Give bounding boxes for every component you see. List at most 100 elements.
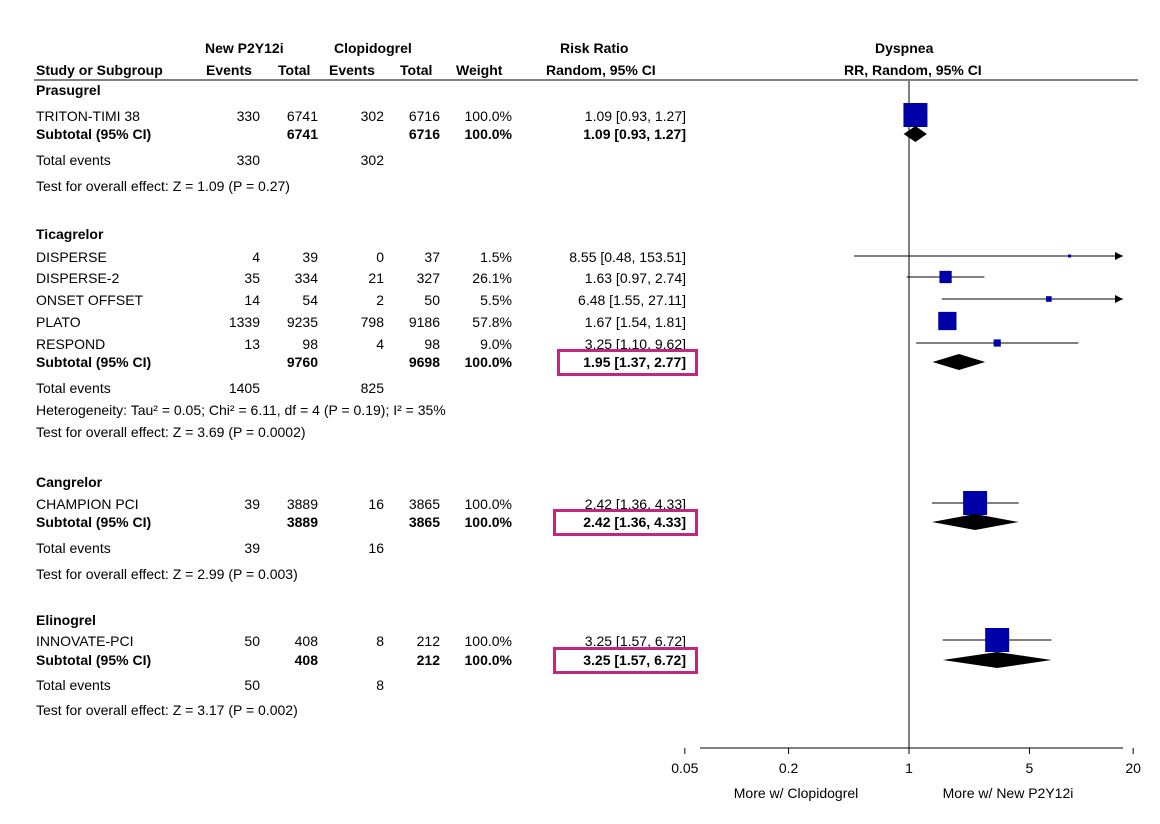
total-ctrl-events: 8 <box>376 677 384 693</box>
study-name: INNOVATE-PCI <box>36 633 134 649</box>
ctrl-events: 2 <box>376 292 384 308</box>
study-name: DISPERSE-2 <box>36 270 120 286</box>
subtotal-weight: 100.0% <box>464 514 512 530</box>
overall-effect-row: Test for overall effect: Z = 1.09 (P = 0… <box>0 176 700 196</box>
subtotal-label: Subtotal (95% CI) <box>36 126 152 142</box>
new-total-header: Total <box>278 62 311 78</box>
ctrl-total: 9186 <box>408 314 440 330</box>
ctrl-events: 21 <box>368 270 384 286</box>
new-group-header: New P2Y12i <box>205 40 284 56</box>
overall-effect-text: Test for overall effect: Z = 3.17 (P = 0… <box>36 702 298 718</box>
group-name: Cangrelor <box>36 474 103 490</box>
study-name: DISPERSE <box>36 249 107 265</box>
total-events-label: Total events <box>36 540 111 556</box>
ctrl-total: 327 <box>416 270 440 286</box>
risk-ratio-ci: 3.25 [1.57, 6.72] <box>584 633 686 649</box>
subtotal-label: Subtotal (95% CI) <box>36 514 152 530</box>
ci-arrow <box>1115 295 1123 303</box>
study-point <box>939 270 952 284</box>
subtotal-weight: 100.0% <box>464 126 512 142</box>
table-row: ONSET OFFSET 14 54 2 50 5.5% 6.48 [1.55, 27.11… <box>0 290 700 310</box>
x-tick-label: 20 <box>1125 760 1141 776</box>
subtotal-ci: 2.42 [1.36, 4.33] <box>583 514 686 530</box>
total-new-events: 39 <box>244 540 260 556</box>
subtotal-row: Subtotal (95% CI) 3889 3865 100.0% 2.42 [1.3… <box>0 512 700 532</box>
left-direction-label: More w/ Clopidogrel <box>734 785 859 801</box>
new-total: 9235 <box>286 314 318 330</box>
new-events: 35 <box>244 270 260 286</box>
plot-title: Dyspnea <box>875 40 934 56</box>
subtotal-label: Subtotal (95% CI) <box>36 354 152 370</box>
table-row: RESPOND 13 98 4 98 9.0% 3.25 [1.10, 9.62] <box>0 334 700 354</box>
subtotal-diamond <box>942 652 1052 668</box>
x-tick-label: 0.2 <box>779 760 799 776</box>
total-new-events: 330 <box>236 152 260 168</box>
new-events: 1339 <box>228 314 260 330</box>
subtotal-new-total: 9760 <box>286 354 318 370</box>
weight: 100.0% <box>464 496 512 512</box>
table-row: PLATO 1339 9235 798 9186 57.8% 1.67 [1.54, 1.8… <box>0 312 700 332</box>
rr-method-header: Random, 95% CI <box>546 62 656 78</box>
total-new-events: 50 <box>244 677 260 693</box>
ctrl-total: 3865 <box>408 496 440 512</box>
study-point <box>938 311 957 331</box>
new-total: 408 <box>294 633 318 649</box>
new-events: 13 <box>244 336 260 352</box>
study-point <box>1046 296 1052 302</box>
overall-effect-row: Test for overall effect: Z = 3.69 (P = 0… <box>0 422 700 442</box>
total-events-row: Total events 50 8 <box>0 675 700 695</box>
study-header: Study or Subgroup <box>36 62 163 78</box>
ctrl-total: 6716 <box>408 108 440 124</box>
subtotal-ctrl-total: 3865 <box>408 514 440 530</box>
ctrl-events: 798 <box>360 314 384 330</box>
ctrl-total: 37 <box>424 249 440 265</box>
subtotal-ci: 1.95 [1.37, 2.77] <box>583 354 686 370</box>
new-total: 334 <box>294 270 318 286</box>
study-point <box>903 103 928 127</box>
risk-ratio-ci: 1.63 [0.97, 2.74] <box>584 270 686 286</box>
total-new-events: 1405 <box>228 380 260 396</box>
study-point <box>985 628 1010 652</box>
study-name: CHAMPION PCI <box>36 496 139 512</box>
subtotal-ctrl-total: 6716 <box>408 126 440 142</box>
study-name: TRITON-TIMI 38 <box>36 108 140 124</box>
weight: 100.0% <box>464 633 512 649</box>
subtotal-diamond <box>932 514 1019 530</box>
subtotal-diamond <box>932 354 986 370</box>
x-tick-label: 5 <box>1026 760 1034 776</box>
new-events-header: Events <box>206 62 252 78</box>
subtotal-row: Subtotal (95% CI) 408 212 100.0% 3.25 [1.57,… <box>0 650 700 670</box>
new-events: 330 <box>236 108 260 124</box>
group-header-row: Ticagrelor <box>0 224 700 244</box>
new-total: 54 <box>302 292 318 308</box>
group-name: Ticagrelor <box>36 226 104 242</box>
subtotal-ci: 1.09 [0.93, 1.27] <box>583 126 686 142</box>
weight: 26.1% <box>472 270 512 286</box>
study-point <box>993 339 1001 347</box>
forest-table: Prasugrel TRITON-TIMI 38 330 6741 302 6716 100… <box>0 82 700 718</box>
total-events-label: Total events <box>36 677 111 693</box>
subtotal-highlight-box <box>553 647 698 674</box>
weight: 1.5% <box>480 249 512 265</box>
risk-ratio-ci: 1.09 [0.93, 1.27] <box>584 108 686 124</box>
total-ctrl-events: 825 <box>360 380 384 396</box>
new-events: 39 <box>244 496 260 512</box>
plot-method-header: RR, Random, 95% CI <box>844 62 982 78</box>
risk-ratio-ci: 8.55 [0.48, 153.51] <box>569 249 686 265</box>
risk-ratio-ci: 1.67 [1.54, 1.81] <box>584 314 686 330</box>
table-row: INNOVATE-PCI 50 408 8 212 100.0% 3.25 [1.57, 6… <box>0 631 700 651</box>
subtotal-row: Subtotal (95% CI) 6741 6716 100.0% 1.09 [0.9… <box>0 124 700 144</box>
table-row: DISPERSE 4 39 0 37 1.5% 8.55 [0.48, 153.51] <box>0 247 700 267</box>
table-row: TRITON-TIMI 38 330 6741 302 6716 100.0% 1.09 [… <box>0 106 700 126</box>
ctrl-events: 0 <box>376 249 384 265</box>
subtotal-weight: 100.0% <box>464 354 512 370</box>
ctrl-events: 4 <box>376 336 384 352</box>
subtotal-ctrl-total: 212 <box>416 652 440 668</box>
total-events-label: Total events <box>36 152 111 168</box>
new-events: 4 <box>252 249 260 265</box>
new-total: 3889 <box>286 496 318 512</box>
subtotal-ci: 3.25 [1.57, 6.72] <box>583 652 686 668</box>
total-events-row: Total events 330 302 <box>0 150 700 170</box>
weight: 57.8% <box>472 314 512 330</box>
x-tick-label: 1 <box>905 760 913 776</box>
